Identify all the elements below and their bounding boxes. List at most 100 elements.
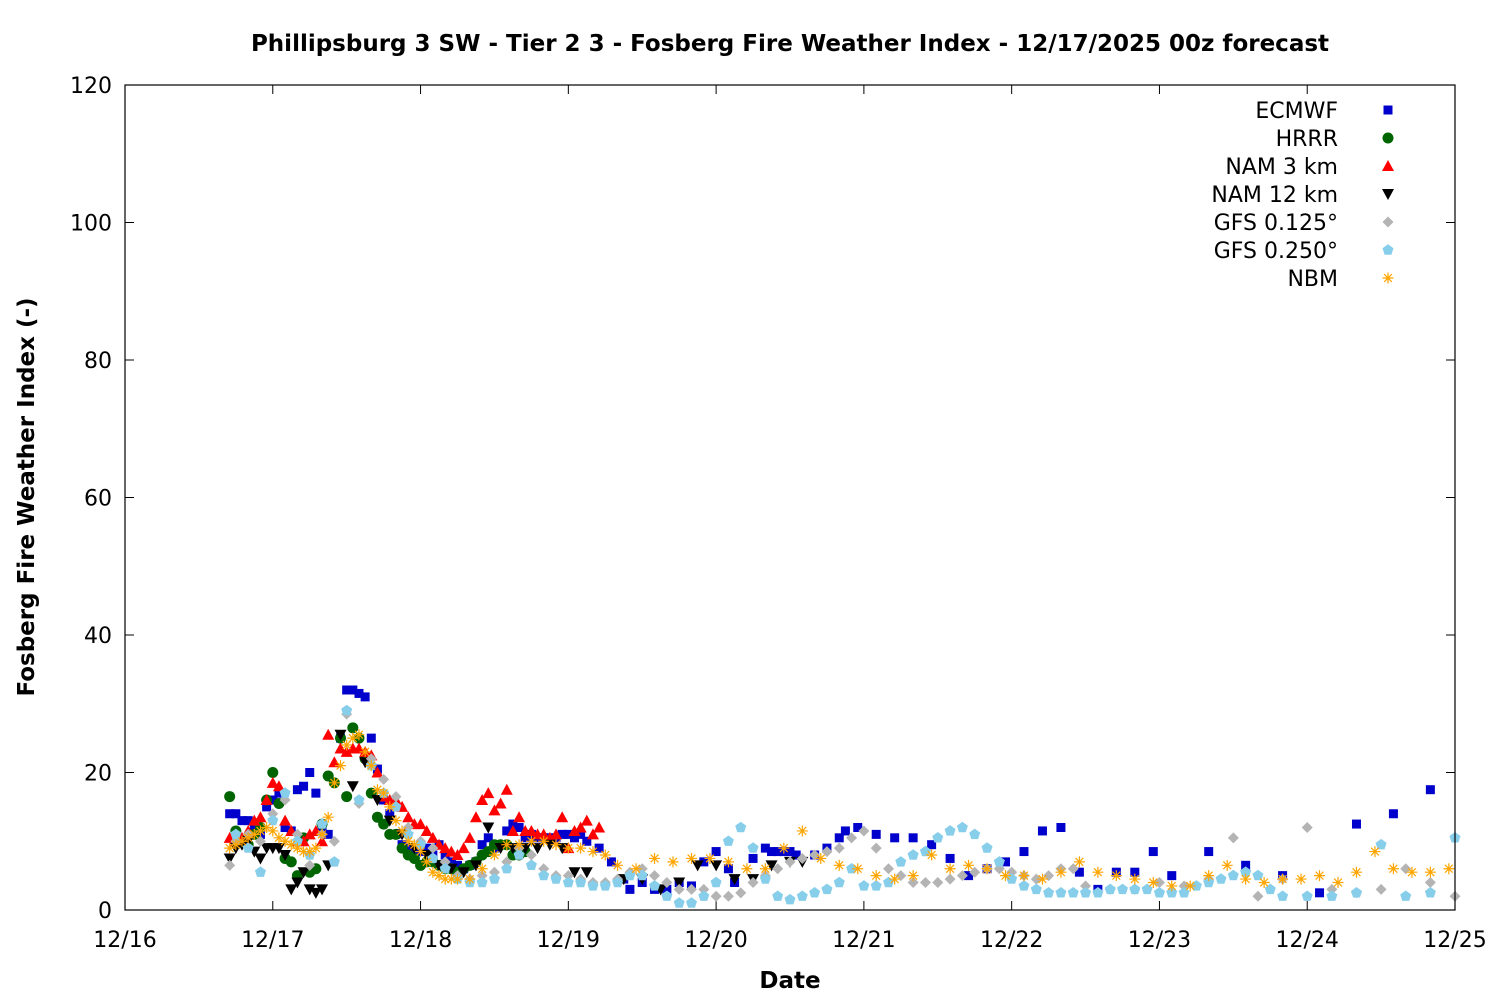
data-point <box>1387 863 1399 875</box>
x-tick-label: 12/20 <box>684 928 747 953</box>
data-point <box>415 846 427 858</box>
data-point <box>667 856 679 868</box>
data-point <box>310 842 322 854</box>
data-point <box>927 840 937 850</box>
data-point <box>476 863 488 875</box>
data-point <box>846 832 858 844</box>
data-point <box>1092 866 1104 878</box>
data-point <box>1375 838 1387 850</box>
data-point <box>236 835 248 847</box>
data-point <box>649 852 661 864</box>
data-point <box>224 859 236 871</box>
data-point <box>426 831 439 843</box>
data-point <box>698 883 710 895</box>
data-point <box>445 845 458 857</box>
data-point <box>569 833 579 843</box>
data-point <box>223 853 236 865</box>
data-point <box>944 825 956 836</box>
data-point <box>254 853 267 865</box>
data-point <box>267 825 279 837</box>
data-point <box>469 860 482 872</box>
data-point <box>272 780 285 792</box>
data-point <box>261 822 273 833</box>
data-point <box>557 829 567 839</box>
data-point <box>809 849 821 861</box>
data-point <box>765 860 778 872</box>
data-point <box>550 873 562 884</box>
data-point <box>722 835 734 846</box>
data-point <box>784 893 796 905</box>
data-point <box>1351 887 1362 898</box>
data-point <box>402 835 414 847</box>
data-point <box>323 829 333 839</box>
data-point <box>1167 871 1177 881</box>
data-point <box>298 846 310 858</box>
data-point <box>574 821 587 833</box>
data-point <box>1227 869 1239 881</box>
data-point <box>538 863 550 875</box>
data-point <box>791 850 801 860</box>
data-points <box>223 685 1461 908</box>
x-axis-label: Date <box>759 968 820 994</box>
data-point <box>649 880 661 891</box>
data-point <box>796 825 808 837</box>
data-point <box>1037 826 1047 836</box>
data-point <box>249 823 259 832</box>
data-point <box>563 829 573 839</box>
data-point <box>1301 890 1313 901</box>
data-point <box>606 857 616 867</box>
data-point <box>575 876 587 888</box>
data-point <box>741 863 753 875</box>
data-point <box>576 829 586 839</box>
data-point <box>772 863 784 875</box>
data-point <box>1184 880 1196 892</box>
data-point <box>335 760 347 772</box>
data-point <box>784 856 796 868</box>
data-point <box>1252 869 1264 881</box>
data-point <box>464 873 476 885</box>
data-point <box>1425 785 1435 795</box>
data-point <box>833 859 845 871</box>
data-point <box>1130 867 1140 877</box>
data-point <box>488 849 500 861</box>
data-point <box>267 767 279 778</box>
data-point <box>268 795 278 805</box>
legend-marker <box>1382 216 1394 228</box>
data-point <box>1375 883 1387 895</box>
data-point <box>796 852 808 864</box>
data-point <box>494 843 507 855</box>
data-point <box>625 884 635 894</box>
data-point <box>1277 873 1289 885</box>
data-point <box>1350 866 1362 878</box>
data-point <box>304 846 316 858</box>
data-point <box>476 876 488 888</box>
y-tick-label: 80 <box>84 349 112 374</box>
data-point <box>494 797 507 809</box>
data-point <box>870 842 882 854</box>
data-point <box>550 828 563 840</box>
data-point <box>834 833 844 843</box>
data-point <box>919 845 931 857</box>
data-point <box>587 880 599 891</box>
data-point <box>304 859 316 871</box>
data-point <box>612 859 624 871</box>
data-point <box>852 863 864 875</box>
data-point <box>378 773 390 785</box>
data-point <box>1092 887 1104 898</box>
data-point <box>908 833 918 843</box>
legend-label: NAM 12 km <box>1211 183 1338 208</box>
data-point <box>1030 883 1042 895</box>
data-point <box>1424 887 1436 898</box>
legend-marker <box>1382 244 1394 255</box>
data-point <box>476 870 488 882</box>
data-point <box>1443 863 1455 875</box>
data-point <box>280 823 290 832</box>
data-point <box>833 842 845 854</box>
data-point <box>384 801 396 813</box>
legend-marker <box>1383 105 1393 115</box>
data-point <box>981 863 993 875</box>
data-point <box>956 821 968 833</box>
series-nam-12-km <box>223 729 809 899</box>
data-point <box>575 842 587 854</box>
data-point <box>371 766 384 778</box>
